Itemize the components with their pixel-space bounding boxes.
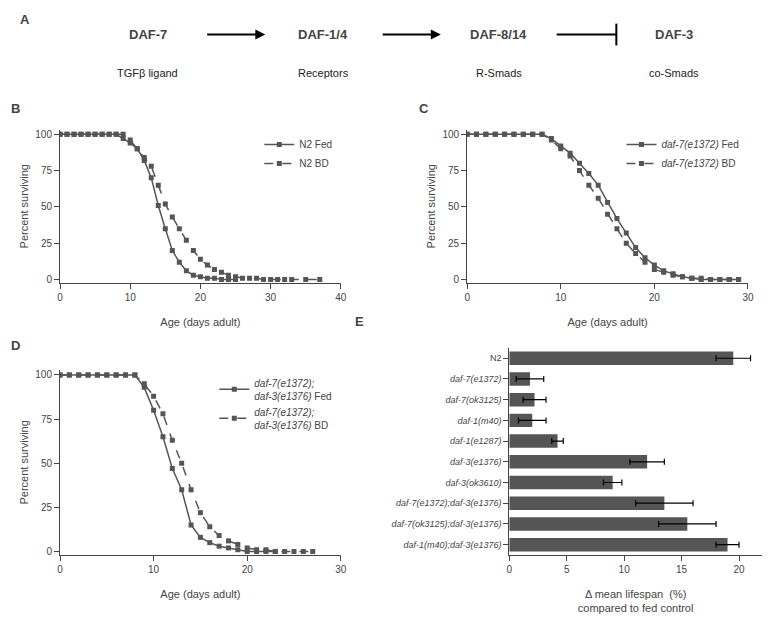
svg-text:10: 10	[619, 564, 631, 575]
svg-text:A: A	[20, 12, 30, 27]
svg-text:50: 50	[41, 201, 53, 212]
svg-text:0: 0	[454, 274, 460, 285]
svg-text:75: 75	[41, 165, 53, 176]
svg-text:0: 0	[46, 274, 52, 285]
svg-text:10: 10	[148, 564, 160, 575]
svg-text:Receptors: Receptors	[298, 67, 349, 79]
svg-text:daf-1(e1287): daf-1(e1287)	[450, 436, 502, 446]
svg-text:75: 75	[41, 414, 53, 425]
svg-text:N2 BD: N2 BD	[299, 158, 328, 169]
svg-text:N2 Fed: N2 Fed	[299, 139, 332, 150]
svg-text:R-Smads: R-Smads	[476, 67, 522, 79]
svg-text:30: 30	[335, 564, 347, 575]
svg-text:75: 75	[448, 165, 460, 176]
svg-text:co-Smads: co-Smads	[649, 67, 699, 79]
svg-text:0: 0	[57, 564, 63, 575]
svg-text:TGFβ ligand: TGFβ ligand	[117, 67, 178, 79]
svg-text:daf-1(m40);daf-3(e1376): daf-1(m40);daf-3(e1376)	[403, 540, 501, 550]
svg-text:0: 0	[464, 292, 470, 303]
svg-text:100: 100	[35, 129, 52, 140]
svg-text:B: B	[11, 101, 20, 116]
svg-text:Percent surviving: Percent surviving	[18, 420, 30, 504]
svg-text:C: C	[419, 101, 429, 116]
svg-text:daf-7(e1372) BD: daf-7(e1372) BD	[661, 158, 735, 169]
svg-text:daf-7(ok3125): daf-7(ok3125)	[445, 395, 501, 405]
svg-text:40: 40	[335, 292, 347, 303]
svg-text:daf-7(ok3125);daf-3(e1376): daf-7(ok3125);daf-3(e1376)	[391, 519, 501, 529]
svg-text:20: 20	[195, 292, 207, 303]
svg-text:Age (days adult): Age (days adult)	[160, 316, 240, 328]
svg-text:30: 30	[265, 292, 277, 303]
svg-text:daf-3(e1376): daf-3(e1376)	[450, 457, 502, 467]
svg-text:Age (days adult): Age (days adult)	[160, 588, 240, 600]
svg-text:daf-7(e1372);daf-3(e1376): daf-7(e1372);daf-3(e1376)	[396, 498, 502, 508]
svg-text:daf-3(ok3610): daf-3(ok3610)	[445, 478, 501, 488]
svg-text:D: D	[11, 338, 20, 353]
svg-text:10: 10	[555, 292, 567, 303]
svg-text:25: 25	[448, 238, 460, 249]
svg-text:Age (days adult): Age (days adult)	[568, 316, 648, 328]
svg-text:0: 0	[46, 546, 52, 557]
svg-text:10: 10	[125, 292, 137, 303]
svg-text:DAF-8/14: DAF-8/14	[470, 27, 527, 42]
svg-text:20: 20	[242, 564, 254, 575]
svg-text:daf-7(e1372);daf-3(e1376) Fed: daf-7(e1372);daf-3(e1376) Fed	[254, 378, 331, 402]
svg-text:E: E	[355, 314, 364, 329]
svg-text:Δ mean lifespan (%)compared t: Δ mean lifespan (%)compared to fed contr…	[578, 588, 694, 614]
svg-text:25: 25	[41, 502, 53, 513]
svg-text:20: 20	[649, 292, 661, 303]
svg-text:daf-7(e1372);daf-3(e1376) BD: daf-7(e1372);daf-3(e1376) BD	[254, 407, 328, 431]
svg-text:50: 50	[448, 201, 460, 212]
svg-text:Percent surviving: Percent surviving	[18, 164, 30, 248]
svg-text:DAF-3: DAF-3	[655, 27, 693, 42]
svg-text:DAF-1/4: DAF-1/4	[298, 27, 348, 42]
svg-text:0: 0	[57, 292, 63, 303]
svg-text:DAF-7: DAF-7	[129, 27, 167, 42]
svg-text:50: 50	[41, 458, 53, 469]
svg-text:daf-7(e1372) Fed: daf-7(e1372) Fed	[661, 139, 738, 150]
svg-text:daf-1(m40): daf-1(m40)	[457, 416, 501, 426]
svg-text:0: 0	[506, 564, 512, 575]
svg-text:Percent surviving: Percent surviving	[425, 164, 437, 248]
svg-text:5: 5	[564, 564, 570, 575]
svg-text:100: 100	[442, 129, 459, 140]
svg-text:30: 30	[742, 292, 754, 303]
svg-text:25: 25	[41, 238, 53, 249]
svg-text:100: 100	[35, 369, 52, 380]
svg-text:15: 15	[676, 564, 688, 575]
svg-text:20: 20	[733, 564, 745, 575]
svg-text:daf-7(e1372): daf-7(e1372)	[450, 374, 502, 384]
svg-text:N2: N2	[490, 353, 502, 363]
